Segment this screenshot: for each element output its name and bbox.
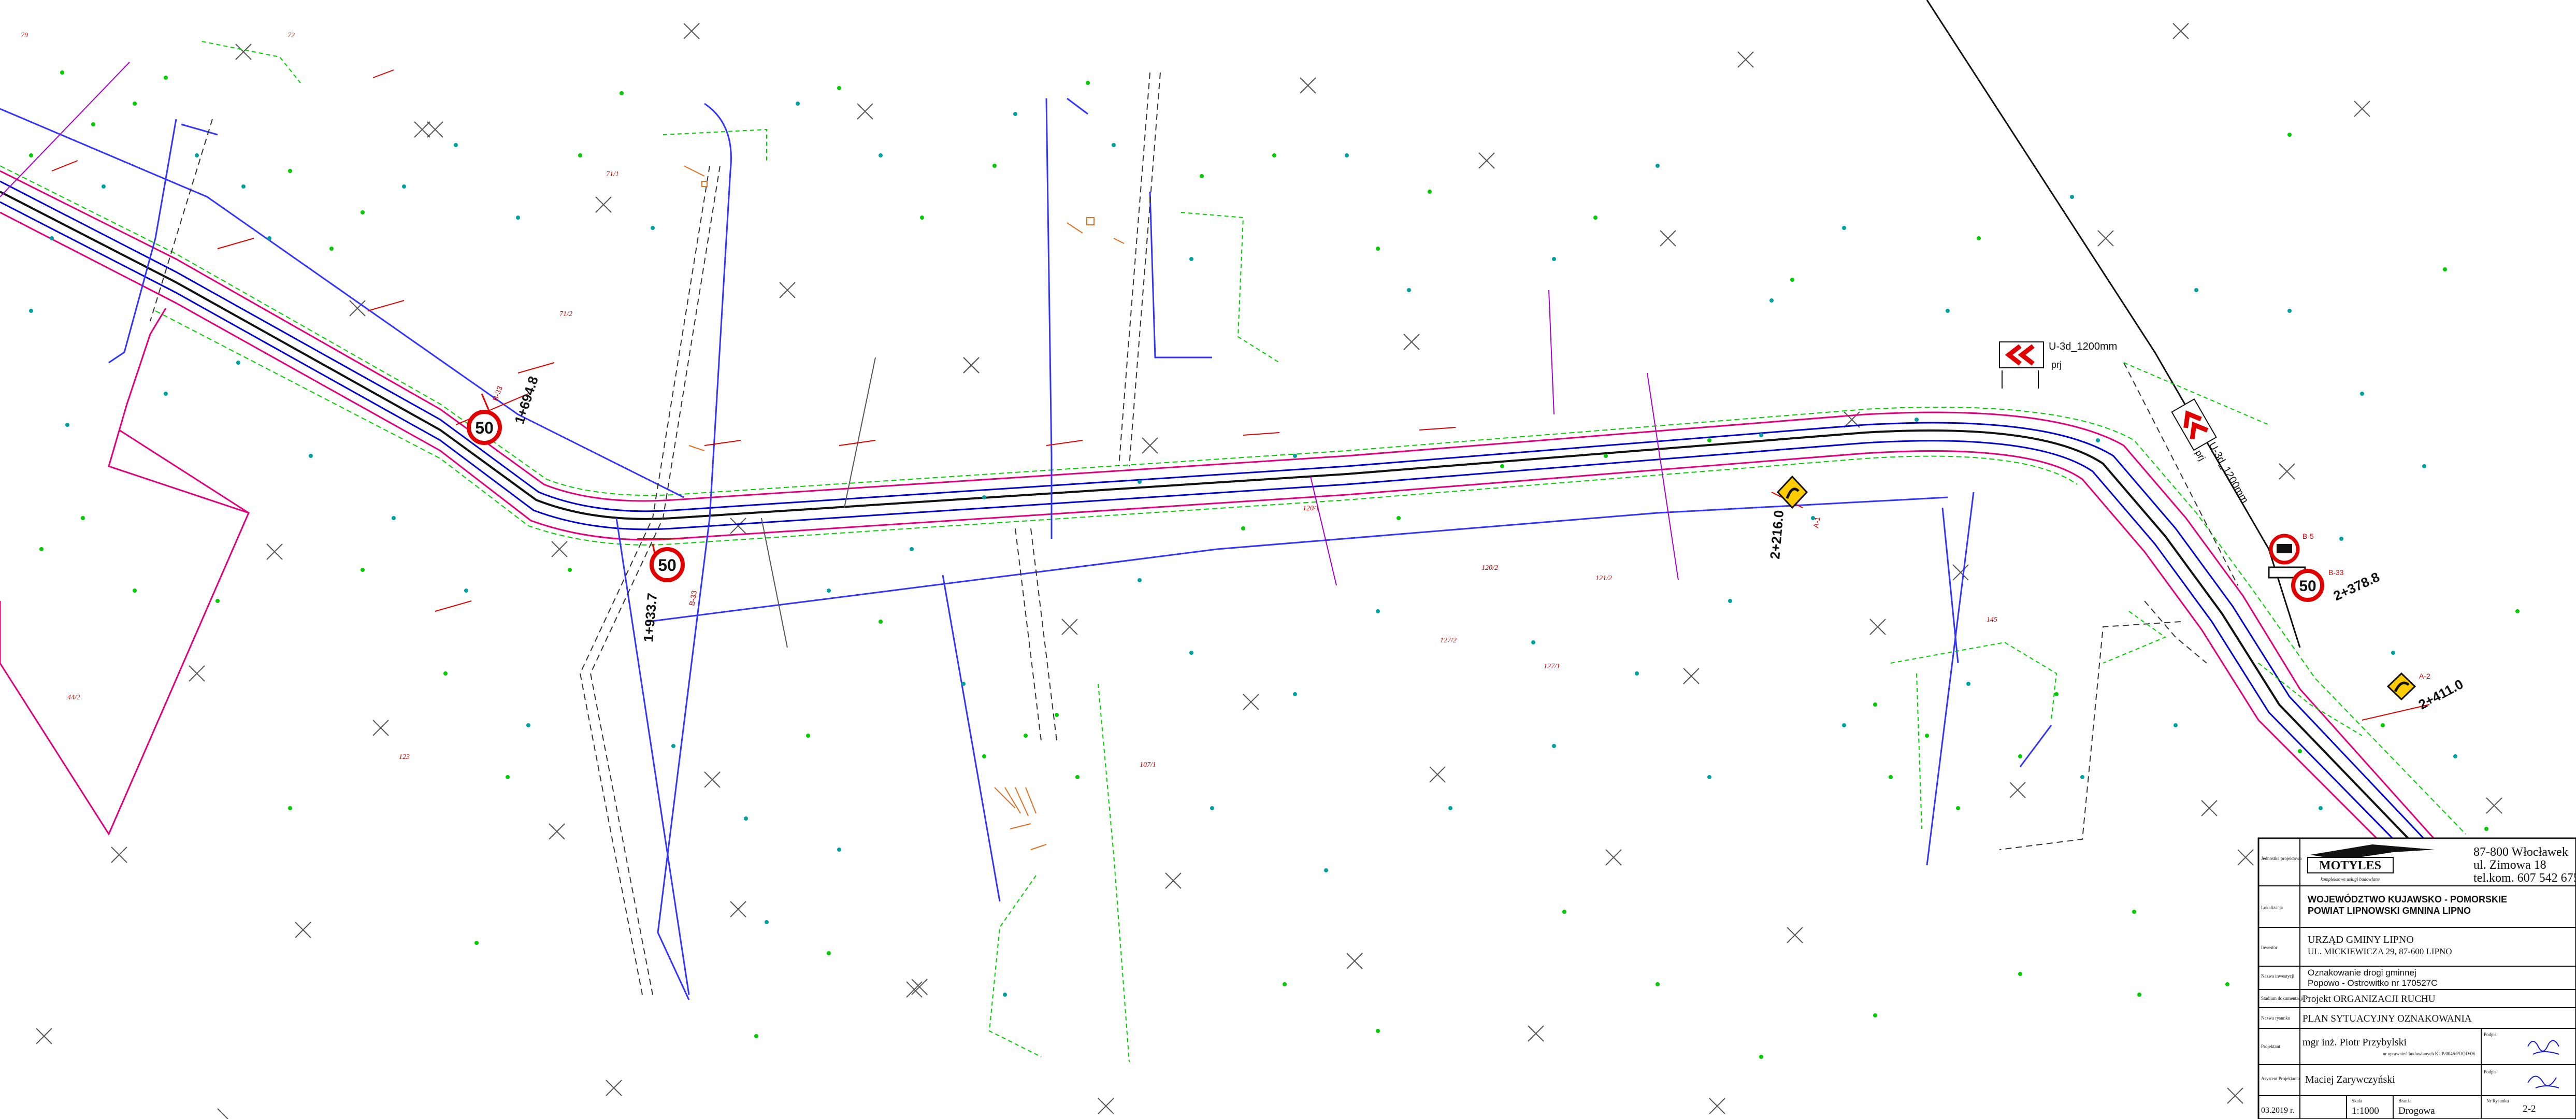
road-lane-2 bbox=[0, 201, 2410, 856]
signature-icon bbox=[2527, 1075, 2559, 1088]
vegetation-outlines bbox=[202, 41, 2363, 1063]
parcel-label: 121/2 bbox=[1595, 575, 1612, 582]
misc-lines bbox=[0, 0, 2301, 648]
utility-lines bbox=[0, 97, 2052, 1000]
sign-code-b5: B-5 bbox=[2302, 532, 2314, 540]
inwestycja-line-2: Popowo - Ostrowitko nr 170527C bbox=[2308, 978, 2437, 988]
address-line-3: tel.kom. 607 542 675 bbox=[2473, 871, 2576, 885]
sign-code-b33: B-33 bbox=[687, 590, 698, 606]
projektant-uprawnienia: nr uprawnień budowlanych KUP/0046/POOD/0… bbox=[2383, 1051, 2475, 1056]
skala-value: 1:1000 bbox=[2352, 1106, 2379, 1116]
stadium-value: Projekt ORGANIZACJI RUCHU bbox=[2302, 994, 2436, 1005]
nr-rysunku-value: 2-2 bbox=[2523, 1103, 2536, 1114]
road-lane-1 bbox=[0, 180, 2430, 845]
parcel-label: 79 bbox=[21, 32, 28, 39]
parcel-label: 107/1 bbox=[1140, 761, 1156, 769]
projektant-name: mgr inż. Piotr Przybylski bbox=[2302, 1037, 2407, 1048]
tb-label-nazwa-inwestycji: Nazwa inwestycji bbox=[2261, 973, 2295, 979]
parcel-label: 120/1 bbox=[1303, 505, 1319, 512]
speed-value: 50 bbox=[475, 419, 494, 437]
parcel-label: 72 bbox=[287, 32, 295, 39]
inwestycja-line-1: Oznakowanie drogi gminnej bbox=[2308, 968, 2416, 978]
small-markers bbox=[701, 181, 1095, 225]
parcel-label: 120/2 bbox=[1481, 564, 1498, 572]
lokalizacja-line-2: POWIAT LIPNOWSKI GMNINA LIPNO bbox=[2308, 906, 2471, 916]
sign-code-a1: A-1 bbox=[1811, 516, 1822, 528]
sign-code-b33: B-33 bbox=[2328, 568, 2344, 577]
company-subtitle: kompleksowe usługi budowlane bbox=[2321, 877, 2380, 882]
asystent-name: Maciej Zarywczyński bbox=[2305, 1074, 2395, 1085]
parcel-label: 71/1 bbox=[606, 170, 619, 178]
parcel-label: 127/2 bbox=[1440, 637, 1457, 644]
road-main bbox=[0, 165, 2466, 861]
road-verge-green bbox=[0, 165, 2466, 835]
branza-value: Drogowa bbox=[2398, 1106, 2435, 1116]
lokalizacja-line-1: WOJEWÓDZTWO KUJAWSKO - POMORSKIE bbox=[2308, 894, 2507, 905]
parcel-label: 123 bbox=[399, 753, 410, 761]
speed-value: 50 bbox=[658, 556, 677, 575]
address-line-2: ul. Zimowa 18 bbox=[2473, 858, 2546, 872]
curve-warning-icon bbox=[1776, 475, 1808, 509]
tb-label-inwestor: Inwestor bbox=[2261, 945, 2278, 950]
tb-label-lokalizacja: Lokalizacja bbox=[2261, 905, 2283, 910]
inwestor-line-2: UL. MICKIEWICZA 29, 87-600 LIPNO bbox=[2308, 946, 2452, 956]
parcel-label: 127/1 bbox=[1544, 663, 1560, 670]
chevron-sign-u3d-1: U-3d_1200mm prj bbox=[1999, 341, 2117, 389]
tb-label-jednostka: Jednostka projektowa bbox=[2261, 856, 2301, 861]
tb-label-skala: Skala bbox=[2352, 1098, 2362, 1103]
speed-limit-icon bbox=[467, 410, 502, 445]
survey-points-green bbox=[29, 70, 2520, 1059]
chevron-prj: prj bbox=[2051, 360, 2062, 370]
tb-label-podpis: Podpis bbox=[2484, 1032, 2497, 1037]
grid-crosses bbox=[36, 23, 2502, 1119]
title-block: Jednostka projektowa MOTYLES kompleksowe… bbox=[2257, 837, 2576, 1119]
speed-limit-icon bbox=[650, 547, 685, 582]
road-edge-south bbox=[0, 211, 2399, 861]
red-arrow-marks bbox=[51, 69, 1456, 612]
company-logo: MOTYLES kompleksowe usługi budowlane bbox=[2307, 844, 2435, 882]
parcel-label: 145 bbox=[1987, 616, 1997, 624]
speed-limit-icon bbox=[2291, 569, 2324, 602]
speed-limit-sign-1: 50 B-33 1+694.8 bbox=[455, 375, 541, 445]
parcel-label: 71/2 bbox=[559, 310, 572, 318]
title-block-frame bbox=[2257, 837, 2576, 1119]
parcel-labels: 72 79 71/1 71/2 120/1 120/2 121/2 127/1 … bbox=[21, 32, 1997, 769]
survey-points-cyan bbox=[29, 102, 2457, 997]
road-axis bbox=[0, 191, 2420, 851]
ditch-lines bbox=[150, 72, 2238, 995]
tb-label-nazwa-rysunku: Nazwa rysunku bbox=[2261, 1015, 2291, 1021]
chevron-label: U-3d_1200mm bbox=[2049, 341, 2117, 352]
company-name: MOTYLES bbox=[2319, 859, 2381, 872]
tb-label-stadium: Stadium dokumentacji bbox=[2261, 996, 2304, 1001]
tb-label-podpis-2: Podpis bbox=[2484, 1069, 2497, 1074]
orange-vegetation bbox=[683, 165, 1125, 850]
nazwa-rysunku-value: PLAN SYTUACYJNY OZNAKOWANIA bbox=[2302, 1013, 2472, 1024]
road-verge-green-2 bbox=[155, 310, 2078, 546]
curve-warning-icon bbox=[2386, 672, 2416, 701]
data-value: 03.2019 r. bbox=[2261, 1106, 2294, 1115]
speed-value: 50 bbox=[2299, 578, 2316, 595]
road-edge-north bbox=[0, 170, 2436, 840]
parcel-label: 44/2 bbox=[67, 694, 80, 701]
signature-icon bbox=[2527, 1040, 2559, 1055]
tb-label-branza: Branża bbox=[2398, 1098, 2411, 1103]
tb-label-asystent: Asystent Projektanta bbox=[2261, 1076, 2300, 1081]
inwestor-line-1: URZĄD GMINY LIPNO bbox=[2308, 934, 2414, 945]
parcel-boundaries bbox=[0, 308, 250, 836]
sign-code-a2: A-2 bbox=[2419, 672, 2430, 680]
tb-label-projektant: Projektant bbox=[2261, 1044, 2280, 1049]
address-line-1: 87-800 Włocławek bbox=[2473, 845, 2568, 859]
tb-label-nr-rysunku: Nr Rysunku bbox=[2486, 1098, 2509, 1103]
